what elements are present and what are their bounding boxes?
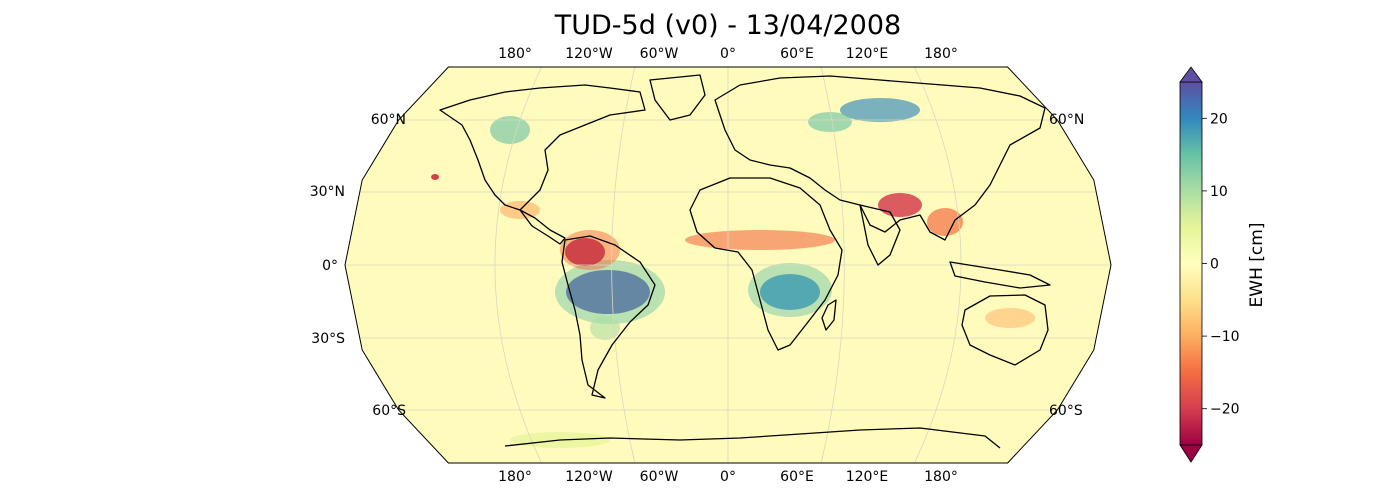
longitude-label: 60°E <box>780 469 814 485</box>
longitude-label: 180° <box>498 469 532 485</box>
colorbar-tick-label: 0 <box>1210 257 1219 273</box>
latitude-label: 60°N <box>371 112 406 128</box>
latitude-label: 30°N <box>310 184 345 200</box>
graticule-meridian <box>914 67 962 463</box>
longitude-labels-bottom: 180° 120°W 60°W 0° 60°E 120°E 180° <box>498 469 958 485</box>
graticule <box>345 67 1111 463</box>
colorbar-tick-label: −10 <box>1210 329 1240 345</box>
coast-madagascar <box>821 299 837 331</box>
colorbar-gradient <box>1179 81 1203 446</box>
anomaly-zambezi-positive <box>760 274 820 310</box>
longitude-label: 180° <box>924 469 958 485</box>
colorbar-tick-label: 20 <box>1210 111 1228 127</box>
latitude-labels-right: 60°N 60°S <box>1049 112 1084 419</box>
anomaly-west-siberia-positive <box>808 112 852 132</box>
anomaly-amazon-positive-halo <box>555 260 665 324</box>
coast-greenland <box>649 74 706 121</box>
anomaly-amazon-positive <box>566 270 650 314</box>
longitude-label: 120°W <box>565 469 613 485</box>
anomaly-patagonia-positive <box>590 316 620 340</box>
longitude-label: 120°W <box>565 46 613 62</box>
colorbar-extend-min <box>1179 444 1203 463</box>
map-title: TUD-5d (v0) - 13/04/2008 <box>554 10 902 41</box>
anomaly-siberia-positive <box>840 98 920 122</box>
colorbar: 20 10 0 −10 −20 EWH [cm] <box>1179 66 1267 463</box>
longitude-label: 60°W <box>640 46 679 62</box>
longitude-label: 0° <box>720 469 736 485</box>
latitude-labels-left: 60°N 30°N 0° 30°S 60°S <box>310 112 406 419</box>
longitude-label: 120°E <box>846 469 889 485</box>
coast-antarctica <box>504 427 1001 449</box>
anomaly-indochina-negative <box>927 208 963 236</box>
latitude-label: 60°S <box>1049 403 1083 419</box>
longitude-label: 180° <box>924 46 958 62</box>
anomaly-venezuela-halo <box>560 230 620 270</box>
colorbar-tick-label: 10 <box>1210 184 1228 200</box>
coast-north-america <box>439 84 646 211</box>
colorbar-ticks: 20 10 0 −10 −20 <box>1202 111 1240 418</box>
graticule-meridian <box>494 67 542 463</box>
anomaly-canada-positive <box>490 116 530 144</box>
latitude-label: 30°S <box>311 331 345 347</box>
colorbar-label: EWH [cm] <box>1247 223 1267 308</box>
coast-africa <box>689 177 843 351</box>
anomaly-blobs <box>431 98 1035 448</box>
longitude-label: 180° <box>498 46 532 62</box>
latitude-label: 0° <box>322 258 338 274</box>
coast-indonesia <box>949 261 1051 289</box>
globe <box>344 66 1112 464</box>
coast-india <box>859 204 901 266</box>
coastlines <box>439 74 1051 449</box>
anomaly-australia-negative <box>985 308 1035 328</box>
anomaly-hawaii-negative <box>431 174 439 180</box>
latitude-label: 60°S <box>372 403 406 419</box>
longitude-label: 0° <box>720 46 736 62</box>
anomaly-zambezi-halo <box>748 263 832 317</box>
coast-central-america <box>519 209 566 245</box>
colorbar-tick-label: −20 <box>1210 402 1240 418</box>
anomaly-layer <box>345 67 1111 463</box>
anomaly-sahel-negative <box>685 230 835 250</box>
colorbar-extend-max <box>1179 66 1203 83</box>
longitude-labels-top: 180° 120°W 60°W 0° 60°E 120°E 180° <box>498 46 958 62</box>
coast-europe-asia <box>714 75 1046 241</box>
coast-australia <box>961 294 1049 366</box>
latitude-label: 60°N <box>1049 112 1084 128</box>
longitude-label: 60°W <box>640 469 679 485</box>
globe-outline <box>344 66 1112 464</box>
anomaly-himalaya-negative <box>878 193 922 217</box>
graticule-meridian <box>611 67 636 463</box>
longitude-label: 60°E <box>780 46 814 62</box>
longitude-label: 120°E <box>846 46 889 62</box>
coast-south-america <box>561 235 656 399</box>
graticule-meridian <box>820 67 845 463</box>
